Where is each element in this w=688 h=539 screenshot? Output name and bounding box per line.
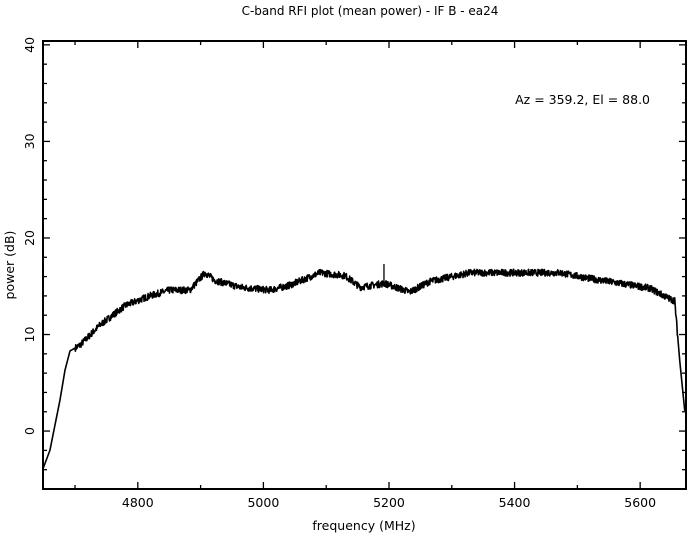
az-el-annotation: Az = 359.2, El = 88.0 [515,92,650,107]
x-tick-label: 5200 [373,495,405,510]
y-tick-label: 10 [22,327,37,343]
x-tick-label: 5000 [247,495,279,510]
y-tick-label: 0 [22,427,37,435]
chart-title: C-band RFI plot (mean power) - IF B - ea… [242,4,499,18]
axis-ticks: 4800 5000 5200 5400 5600 0 10 20 30 40 [22,37,686,510]
y-tick-label: 20 [22,230,37,246]
series-line [42,268,686,470]
x-tick-label: 5600 [624,495,656,510]
y-tick-label: 40 [22,37,37,53]
x-axis-label: frequency (MHz) [312,518,415,533]
y-axis-label: power (dB) [2,231,17,300]
data-series [42,264,686,470]
x-tick-label: 5400 [499,495,531,510]
plot-frame [42,40,687,490]
y-tick-label: 30 [22,133,37,149]
x-tick-label: 4800 [122,495,154,510]
